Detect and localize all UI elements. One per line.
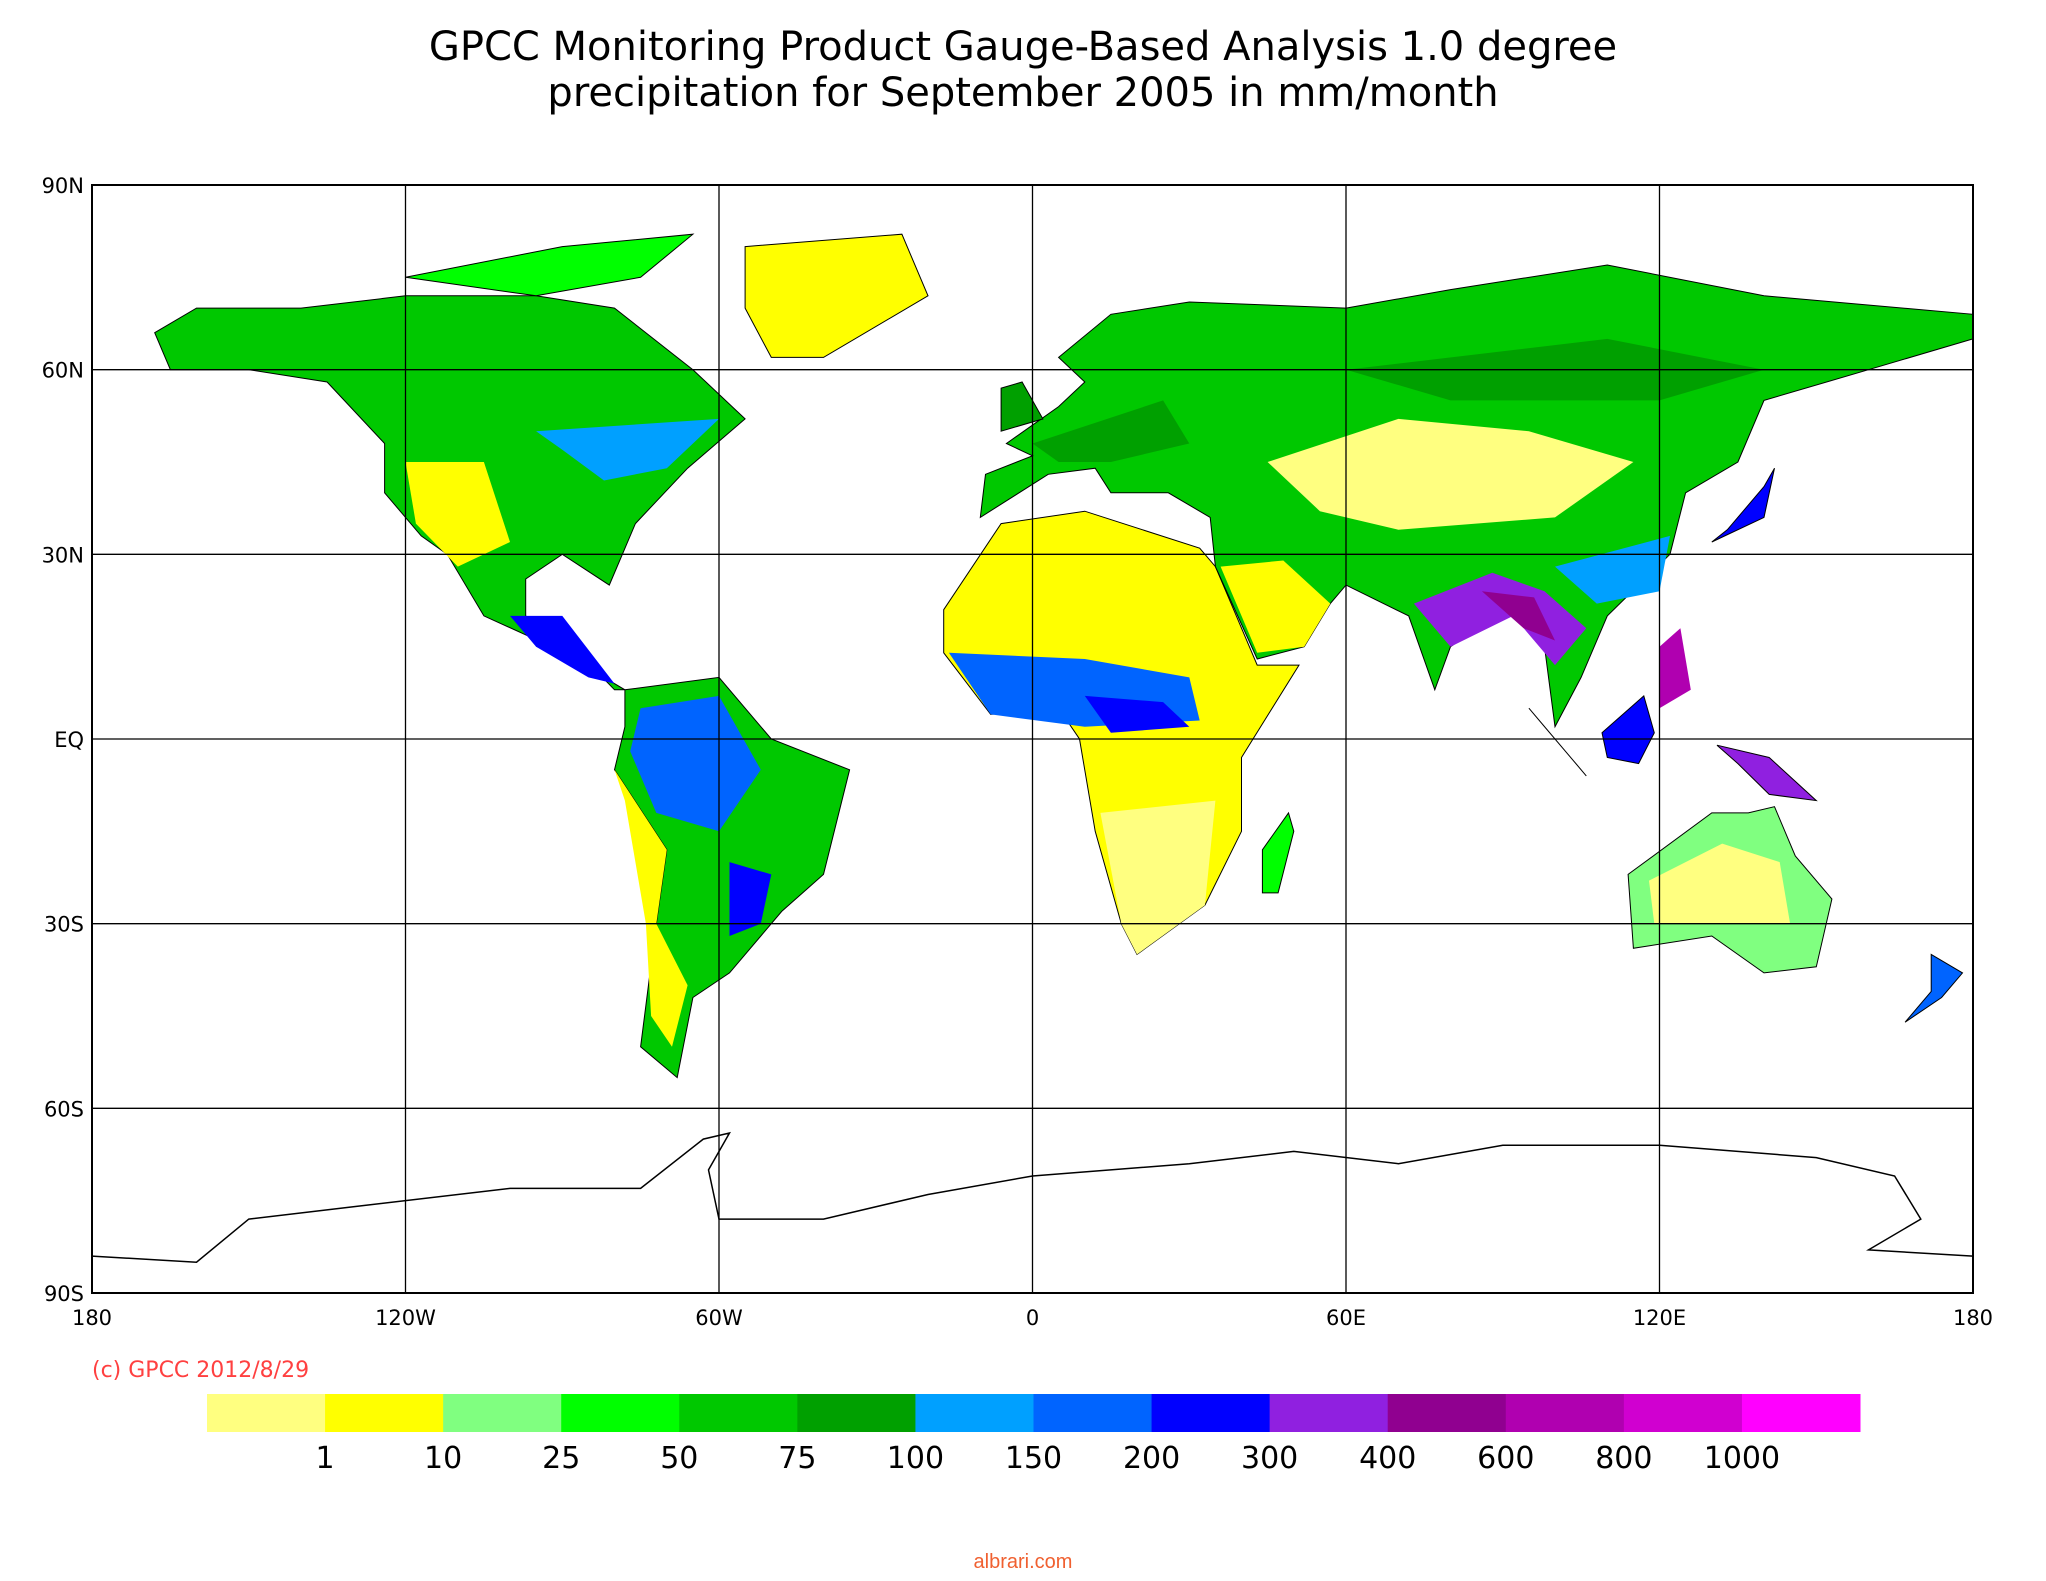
lat-label: EQ [54, 728, 84, 752]
colorbar-box [915, 1394, 1034, 1432]
colorbar-label: 75 [778, 1441, 816, 1476]
colorbar-box [797, 1394, 916, 1432]
amazon [630, 695, 761, 832]
antarctica-coast [91, 1131, 1974, 1263]
lon-label: 180 [72, 1306, 112, 1330]
colorbar-label: 10 [424, 1441, 462, 1476]
watermark: albrari.com [974, 1551, 1073, 1573]
colorbar-box [1033, 1394, 1153, 1432]
la-plata [729, 862, 772, 936]
colorbar-label: 300 [1241, 1441, 1298, 1476]
central-asia [1267, 418, 1634, 530]
colorbar-label: 600 [1477, 1441, 1534, 1476]
lon-label: 180 [1953, 1306, 1993, 1330]
colorbar-label: 150 [1005, 1441, 1062, 1476]
lon-label: 120W [375, 1306, 436, 1330]
lon-label: 0 [1026, 1306, 1039, 1330]
northeast-us-wet [536, 418, 719, 481]
andes-dry [614, 769, 688, 1047]
lon-label: 60W [695, 1306, 743, 1330]
colorbar-box [443, 1394, 562, 1432]
credit: (c) GPCC 2012/8/29 [92, 1358, 309, 1383]
arctic-islands [405, 233, 695, 297]
lat-label: 60S [44, 1097, 84, 1121]
greenland [744, 233, 929, 358]
lat-label: 90N [42, 174, 84, 198]
madagascar [1261, 811, 1295, 894]
india-wet [1413, 572, 1587, 666]
new-guinea [1716, 744, 1818, 802]
japan [1711, 467, 1775, 543]
colorbar-box [1623, 1394, 1743, 1432]
lon-label: 120E [1633, 1306, 1686, 1330]
borneo [1601, 695, 1655, 765]
us-west-dry [405, 462, 510, 567]
colorbar-box [207, 1394, 326, 1432]
china-wet [1555, 535, 1670, 604]
colorbar-label: 50 [660, 1441, 698, 1476]
europe-wet [1032, 400, 1190, 462]
colorbar: 1 10 25 50 75 100 150 200 300 400 600 800 1000 [207, 1394, 1861, 1476]
central-america-wet [510, 615, 615, 684]
australia-dry [1649, 843, 1791, 924]
colorbar-label: 25 [542, 1441, 580, 1476]
sumatra [1528, 707, 1587, 777]
colorbar-box [561, 1394, 680, 1432]
colorbar-label: 1000 [1704, 1441, 1780, 1476]
colorbar-box [325, 1394, 444, 1432]
south-africa [1100, 800, 1216, 955]
title-line: precipitation for September 2005 in mm/m… [547, 70, 1498, 116]
colorbar-box [1151, 1394, 1271, 1432]
lat-label: 90S [44, 1282, 84, 1306]
lat-label: 30N [42, 543, 84, 567]
colorbar-box [1387, 1394, 1507, 1432]
title-line: GPCC Monitoring Product Gauge-Based Anal… [429, 24, 1617, 70]
map: 90N18060N120W30N60WEQ030S60E60S120E90S18… [42, 174, 1993, 1330]
bay-bengal-wet [1481, 591, 1555, 641]
philippines [1659, 628, 1691, 709]
congo-wet [1084, 695, 1190, 733]
colorbar-label: 200 [1123, 1441, 1180, 1476]
colorbar-box [1269, 1394, 1389, 1432]
colorbar-label: 800 [1595, 1441, 1652, 1476]
sahara [954, 548, 1216, 647]
colorbar-label: 400 [1359, 1441, 1416, 1476]
arabia [1220, 560, 1331, 653]
colorbar-box [679, 1394, 798, 1432]
lat-label: 30S [44, 913, 84, 937]
colorbar-box [1505, 1394, 1625, 1432]
colorbar-box [1741, 1394, 1861, 1432]
lat-label: 60N [42, 359, 84, 383]
lon-label: 60E [1326, 1306, 1366, 1330]
colorbar-label: 1 [316, 1441, 335, 1476]
new-zealand [1904, 953, 1964, 1023]
colorbar-label: 100 [887, 1441, 944, 1476]
map-frame [91, 184, 1974, 1294]
